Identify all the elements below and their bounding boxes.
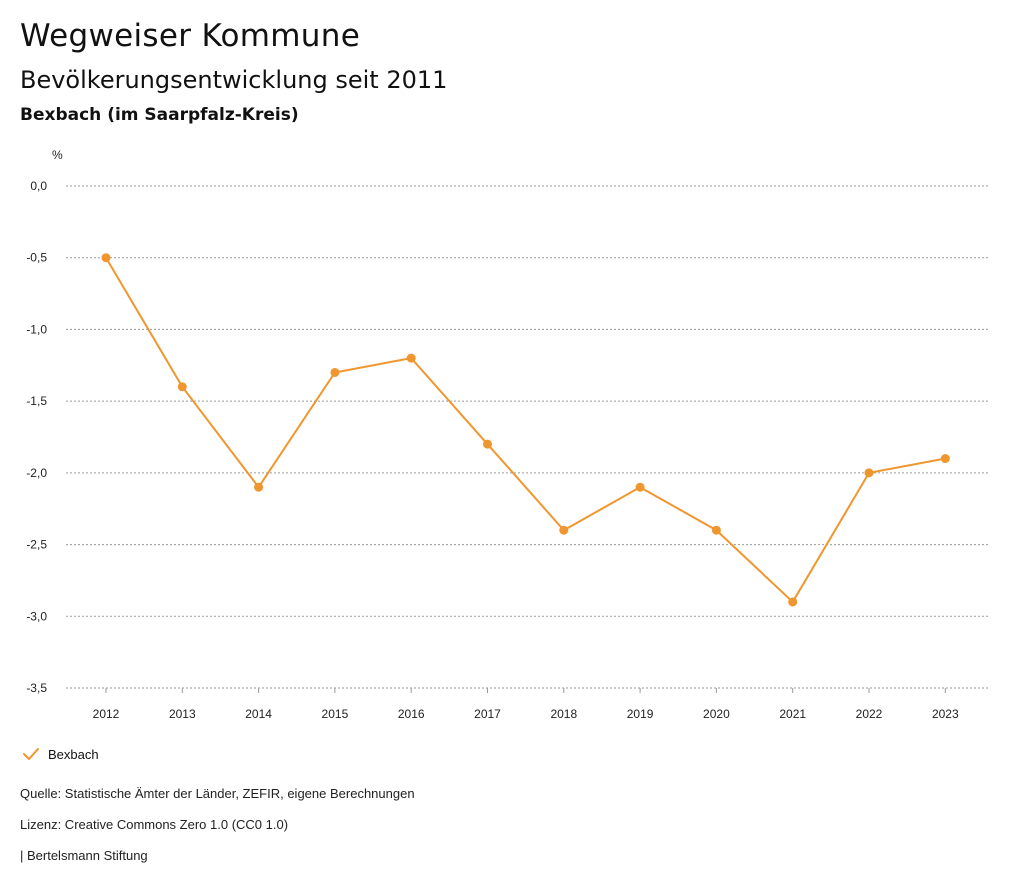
y-tick-label: 0,0 (30, 179, 47, 193)
y-tick-label: -1,5 (26, 394, 47, 408)
y-tick-label: -3,0 (26, 609, 47, 623)
data-point-2022[interactable] (864, 468, 874, 478)
chart-subtitle: Bevölkerungsentwicklung seit 2011 (20, 66, 448, 94)
x-tick-label: 2020 (703, 707, 730, 721)
x-tick-label: 2023 (932, 707, 959, 721)
checkmark-icon (23, 748, 39, 760)
y-tick-label: -1,0 (26, 322, 47, 336)
page-title: Wegweiser Kommune (20, 18, 361, 54)
x-tick-label: 2021 (779, 707, 806, 721)
y-axis-unit-label: % (52, 148, 63, 162)
x-tick-label: 2022 (856, 707, 883, 721)
x-axis-ticks: 2012 2013 2014 2015 2016 2017 2018 2019 2020 2021… (93, 688, 959, 721)
x-tick-label: 2017 (474, 707, 501, 721)
license-note: Lizenz: Creative Commons Zero 1.0 (CC0 1… (20, 817, 289, 832)
region-label: Bexbach (im Saarpfalz-Kreis) (20, 105, 299, 125)
y-tick-label: -0,5 (26, 251, 47, 265)
x-tick-label: 2018 (550, 707, 577, 721)
legend-item-bexbach[interactable]: Bexbach (20, 745, 99, 763)
x-tick-label: 2019 (627, 707, 654, 721)
data-point-2014[interactable] (254, 482, 264, 492)
x-tick-label: 2016 (398, 707, 425, 721)
data-point-2021[interactable] (788, 597, 798, 607)
data-point-2019[interactable] (635, 482, 645, 492)
data-point-2012[interactable] (101, 253, 111, 263)
data-point-2017[interactable] (483, 439, 492, 449)
x-tick-label: 2012 (93, 707, 120, 721)
data-point-2018[interactable] (559, 525, 569, 535)
data-point-2023[interactable] (940, 454, 950, 464)
x-tick-label: 2013 (169, 707, 196, 721)
data-point-2015[interactable] (330, 367, 340, 377)
publisher-note: | Bertelsmann Stiftung (20, 848, 148, 863)
x-tick-label: 2015 (322, 707, 349, 721)
legend-label: Bexbach (48, 746, 99, 762)
data-point-2016[interactable] (406, 353, 416, 363)
series-point-layer[interactable] (101, 253, 950, 607)
series-line-layer (105, 257, 946, 603)
grid-layer (66, 185, 990, 689)
y-axis-ticks: 0,0 -0,5 -1,0 -1,5 -2,0 -2,5 -3,0 -3,5 (26, 179, 47, 695)
data-point-2020[interactable] (711, 525, 721, 535)
x-tick-label: 2014 (245, 707, 272, 721)
y-tick-label: -2,0 (26, 466, 47, 480)
y-tick-label: -2,5 (26, 538, 47, 552)
data-point-2013[interactable] (177, 382, 187, 392)
y-tick-label: -3,5 (26, 681, 47, 695)
source-note: Quelle: Statistische Ämter der Länder, Z… (20, 786, 415, 801)
series-line-bexbach (105, 257, 946, 603)
